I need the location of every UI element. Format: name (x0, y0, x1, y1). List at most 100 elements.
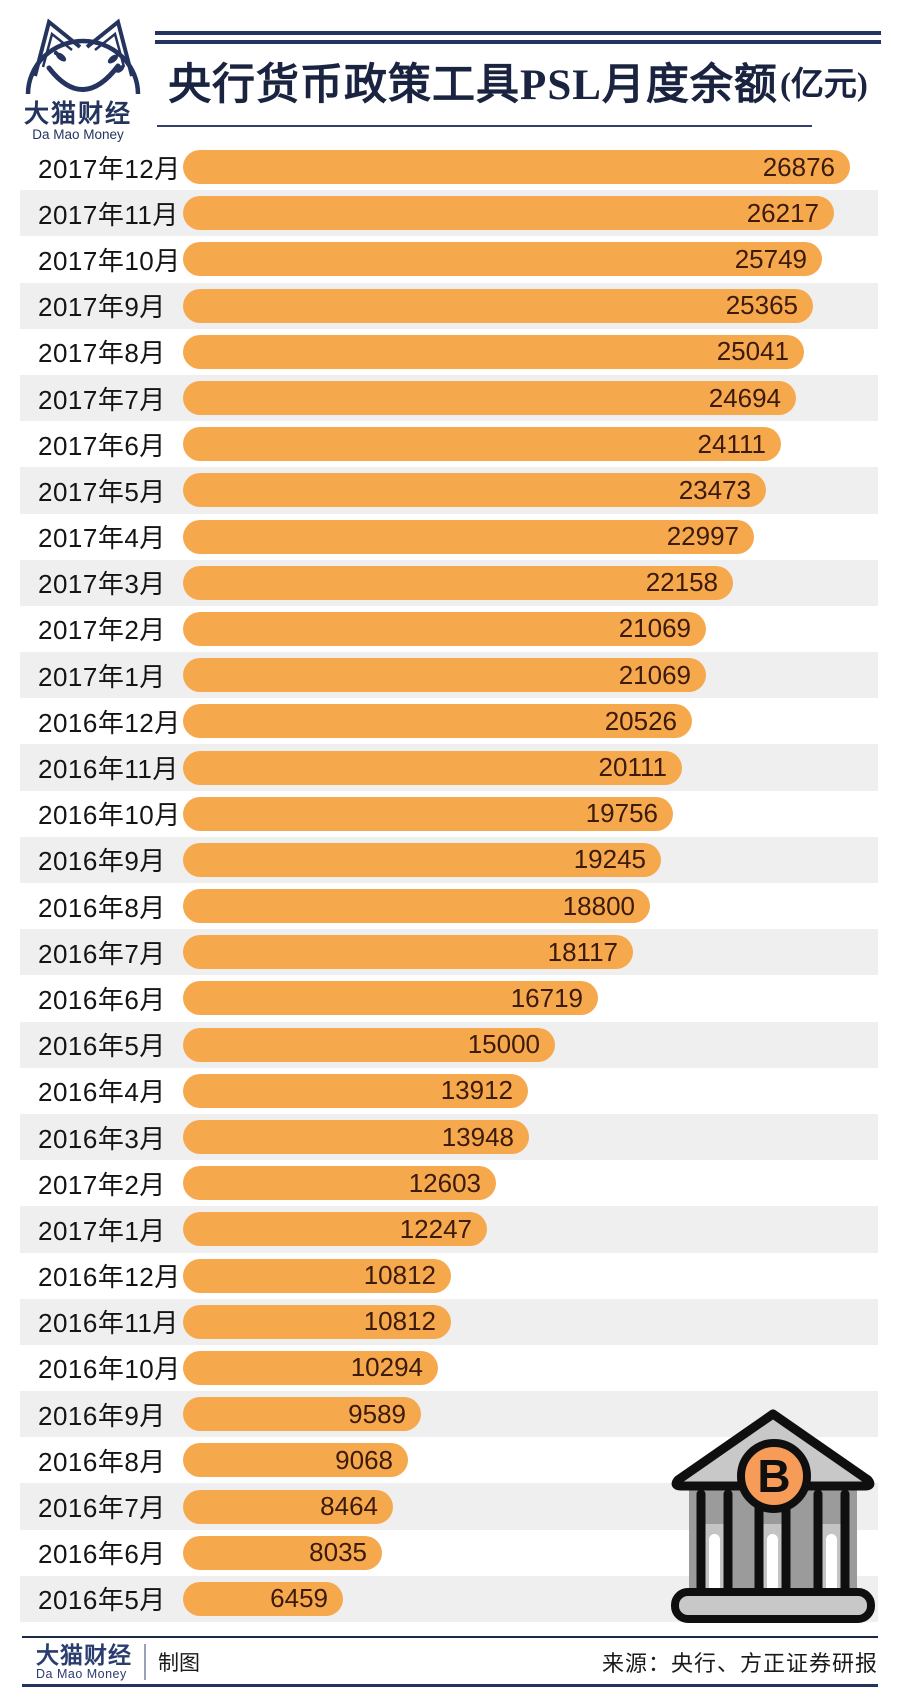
row-label: 2017年2月 (38, 1169, 166, 1200)
header: 大猫财经 Da Mao Money 央行货币政策工具PSL月度余额 (亿元) (0, 0, 900, 146)
bar: 12603 (183, 1166, 496, 1201)
row-label: 2016年9月 (38, 1400, 166, 1431)
bar-value: 12603 (408, 1167, 481, 1198)
chart-title-unit: (亿元) (779, 67, 868, 103)
bar: 20526 (183, 704, 692, 739)
header-double-rule (155, 31, 881, 44)
bar-value: 26876 (762, 151, 835, 182)
bar: 10812 (183, 1258, 451, 1293)
bar: 20111 (183, 750, 682, 785)
footer-logo: 大猫财经 Da Mao Money (36, 1643, 132, 1681)
bar: 13948 (183, 1120, 529, 1155)
footer-top-rule (22, 1636, 878, 1638)
bar-value: 18117 (547, 936, 618, 967)
chart-row: 2017年8月 25041 (20, 329, 878, 375)
header-thin-rule (157, 125, 812, 127)
chart-row: 2017年10月 25749 (20, 236, 878, 282)
footer-bottom-rule (22, 1684, 878, 1687)
chart-row: 2017年9月 25365 (20, 282, 878, 329)
row-label: 2017年4月 (38, 523, 166, 554)
bar: 9589 (183, 1397, 421, 1432)
bar: 8035 (183, 1535, 382, 1570)
row-label: 2017年1月 (38, 1215, 166, 1246)
row-label: 2016年3月 (38, 1123, 166, 1154)
bar-value: 16719 (510, 982, 583, 1013)
bar-value: 25365 (725, 290, 798, 321)
chart-row: 2017年2月 12603 (20, 1160, 878, 1206)
chart-row: 2017年2月 21069 (20, 606, 878, 652)
chart-row: 2016年3月 13948 (20, 1113, 878, 1161)
bar-value: 10294 (350, 1352, 423, 1383)
chart-row: 2016年12月 10812 (20, 1253, 878, 1299)
bar-value: 10812 (363, 1260, 436, 1291)
bar-value: 6459 (270, 1583, 328, 1614)
row-label: 2016年11月 (38, 754, 179, 785)
bar: 19756 (183, 796, 673, 831)
footer-credit-label: 制图 (158, 1652, 200, 1675)
chart-row: 2016年12月 20526 (20, 698, 878, 744)
chart-row: 2017年4月 22997 (20, 514, 878, 560)
chart-row: 2016年11月 20111 (20, 744, 878, 791)
row-label: 2017年10月 (38, 245, 181, 276)
row-label: 2016年7月 (38, 938, 166, 969)
bar: 25749 (183, 242, 822, 277)
chart-row: 2016年9月 9589 (20, 1391, 878, 1438)
chart-row: 2017年7月 24694 (20, 374, 878, 422)
chart-row: 2017年3月 22158 (20, 559, 878, 606)
row-label: 2017年9月 (38, 292, 166, 323)
row-label: 2016年10月 (38, 800, 181, 831)
row-label: 2017年2月 (38, 615, 166, 646)
bar-value: 22997 (666, 521, 739, 552)
logo-name-cn: 大猫财经 (24, 99, 132, 128)
chart-row: 2016年7月 18117 (20, 929, 878, 976)
bar: 25041 (183, 334, 804, 369)
bank-icon-letter: B (757, 1450, 790, 1502)
chart-row: 2016年8月 18800 (20, 883, 878, 929)
bar-value: 24111 (697, 428, 766, 459)
chart-row: 2017年1月 12247 (20, 1206, 878, 1253)
bar-value: 25041 (716, 336, 789, 367)
chart-row: 2016年6月 16719 (20, 975, 878, 1021)
bar: 16719 (183, 981, 598, 1016)
bar: 22997 (183, 519, 754, 554)
bar-value: 26217 (746, 197, 819, 228)
row-label: 2016年12月 (38, 1262, 181, 1293)
bar: 6459 (183, 1581, 343, 1616)
chart-rows: 2017年12月 26876 2017年11月 26217 2017年10月 25749 2… (20, 144, 878, 1622)
row-label: 2016年12月 (38, 707, 181, 738)
bar-value: 19245 (573, 844, 646, 875)
bar-value: 9068 (335, 1444, 393, 1475)
footer: 大猫财经 Da Mao Money 制图 来源：央行、方正证券研报 (22, 1640, 878, 1684)
chart-row: 2017年11月 26217 (20, 190, 878, 237)
bar: 23473 (183, 473, 766, 508)
bar: 21069 (183, 611, 706, 646)
bar-value: 20526 (604, 705, 677, 736)
row-label: 2016年8月 (38, 892, 166, 923)
row-label: 2016年10月 (38, 1354, 181, 1385)
row-label: 2016年8月 (38, 1446, 166, 1477)
chart-row: 2016年9月 19245 (20, 836, 878, 883)
bar: 26217 (183, 196, 834, 231)
bar: 21069 (183, 658, 706, 693)
bar-value: 9589 (348, 1398, 406, 1429)
chart-row: 2016年11月 10812 (20, 1298, 878, 1345)
bar-value: 23473 (678, 474, 751, 505)
row-label: 2017年6月 (38, 430, 166, 461)
row-label: 2016年9月 (38, 846, 166, 877)
bar-value: 13912 (440, 1075, 513, 1106)
chart-row: 2016年8月 9068 (20, 1437, 878, 1483)
row-label: 2016年4月 (38, 1077, 166, 1108)
bar: 19245 (183, 842, 661, 877)
chart-row: 2016年10月 19756 (20, 791, 878, 837)
row-label: 2017年7月 (38, 384, 166, 415)
row-label: 2017年8月 (38, 338, 166, 369)
bank-building-icon: B (671, 1409, 875, 1623)
bar-value: 19756 (585, 798, 658, 829)
bar: 22158 (183, 565, 733, 600)
bar: 24694 (183, 381, 796, 416)
bar-value: 25749 (734, 243, 807, 274)
row-label: 2017年1月 (38, 661, 166, 692)
row-label: 2016年11月 (38, 1308, 179, 1339)
logo-name-en: Da Mao Money (32, 127, 124, 142)
row-label: 2017年11月 (38, 199, 179, 230)
